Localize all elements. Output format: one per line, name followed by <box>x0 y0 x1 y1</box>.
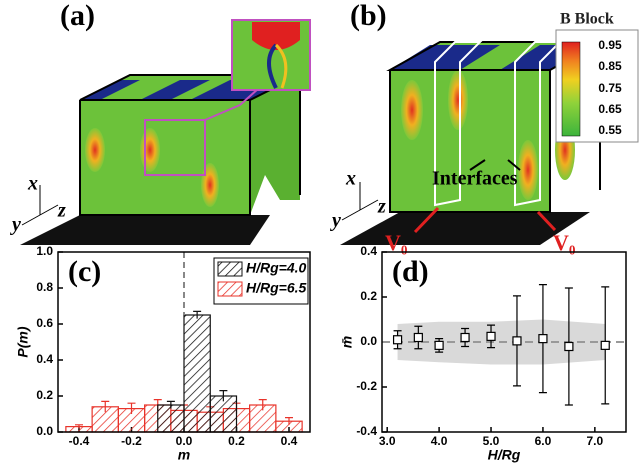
legend-swatch <box>218 282 242 296</box>
colorbar-tick: 0.85 <box>598 59 622 73</box>
point <box>394 336 402 344</box>
axis-3d: y <box>330 210 341 232</box>
legend-label: H/Rg=4.0 <box>246 260 307 276</box>
x-tick-label: 4.0 <box>431 434 448 448</box>
bar <box>184 315 210 432</box>
x-tick-label: 0.2 <box>228 434 245 448</box>
legend-swatch <box>218 262 242 276</box>
y-tick-label: 0.4 <box>36 352 53 366</box>
axis-3d: z <box>57 200 66 222</box>
y-tick-label: 1.0 <box>36 244 53 258</box>
point <box>601 341 609 349</box>
point <box>414 334 422 342</box>
x-tick-label: 0.4 <box>281 434 298 448</box>
point <box>565 343 573 351</box>
x-tick-label: -0.2 <box>121 434 142 448</box>
y-tick-label: -0.2 <box>356 379 377 393</box>
y-tick-label: 0.6 <box>36 316 53 330</box>
panel-label: (c) <box>68 255 101 288</box>
colorbar-tick: 0.55 <box>598 123 622 137</box>
axis-3d: x <box>27 173 38 195</box>
colorbar-title: B Block <box>560 11 614 28</box>
colorbar-tick: 0.95 <box>598 38 622 52</box>
point <box>539 335 547 343</box>
x-tick-label: -0.4 <box>69 434 90 448</box>
axis-3d: y <box>10 214 21 236</box>
point <box>487 332 495 340</box>
y-tick-label: 0.8 <box>36 280 53 294</box>
x-axis-label: m <box>178 447 190 463</box>
y-tick-label: -0.4 <box>356 424 377 438</box>
axis-3d: z <box>377 196 386 218</box>
figure: (a) (b) x y z x y z Interfaces V₀ V₀ B B… <box>0 0 641 464</box>
y-axis-label: P(m) <box>15 326 31 357</box>
point <box>461 334 469 342</box>
panel-label: (b) <box>350 0 387 32</box>
x-tick-label: 7.0 <box>587 434 604 448</box>
colorbar-tick: 0.65 <box>598 102 622 116</box>
panel-label: (a) <box>60 0 95 32</box>
y-tick-label: 0.0 <box>360 334 377 348</box>
point <box>435 341 443 349</box>
legend-label: H/Rg=6.5 <box>246 280 307 296</box>
y-tick-label: 0.4 <box>360 244 377 258</box>
y-tick-label: 0.0 <box>36 424 53 438</box>
annotation: Interfaces <box>432 168 518 190</box>
bar <box>158 405 184 432</box>
axis-3d: x <box>345 168 356 190</box>
x-axis-label: H/Rg <box>488 447 521 463</box>
point <box>513 337 521 345</box>
y-tick-label: 0.2 <box>360 289 377 303</box>
colorbar-tick: 0.75 <box>598 81 622 95</box>
y-axis-label: m̄ <box>339 336 355 348</box>
y-tick-label: 0.2 <box>36 388 53 402</box>
x-tick-label: 3.0 <box>379 434 396 448</box>
panel-label: (d) <box>392 255 429 288</box>
x-tick-label: 6.0 <box>535 434 552 448</box>
